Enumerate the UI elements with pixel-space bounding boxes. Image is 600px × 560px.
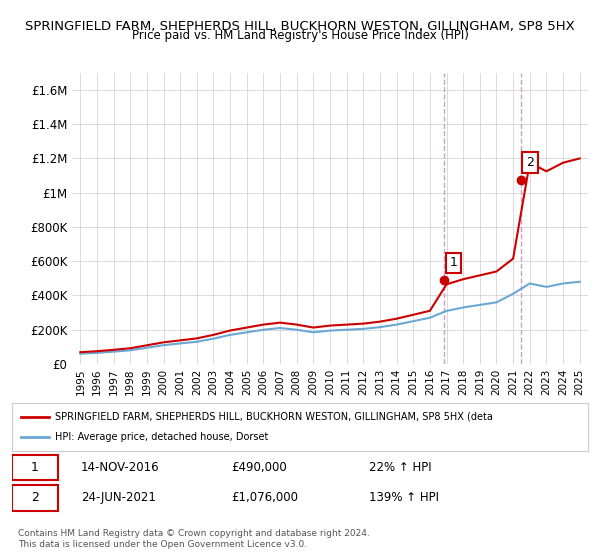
Text: Contains HM Land Registry data © Crown copyright and database right 2024.
This d: Contains HM Land Registry data © Crown c… <box>18 529 370 549</box>
Text: 139% ↑ HPI: 139% ↑ HPI <box>369 491 439 505</box>
Text: 24-JUN-2021: 24-JUN-2021 <box>81 491 156 505</box>
Text: 2: 2 <box>31 491 39 505</box>
Text: 22% ↑ HPI: 22% ↑ HPI <box>369 461 432 474</box>
Text: 2: 2 <box>526 156 534 169</box>
Text: 1: 1 <box>449 256 457 269</box>
Text: Price paid vs. HM Land Registry's House Price Index (HPI): Price paid vs. HM Land Registry's House … <box>131 29 469 42</box>
Text: 14-NOV-2016: 14-NOV-2016 <box>81 461 160 474</box>
Text: SPRINGFIELD FARM, SHEPHERDS HILL, BUCKHORN WESTON, GILLINGHAM, SP8 5HX: SPRINGFIELD FARM, SHEPHERDS HILL, BUCKHO… <box>25 20 575 32</box>
Text: £490,000: £490,000 <box>231 461 287 474</box>
Text: £1,076,000: £1,076,000 <box>231 491 298 505</box>
Text: HPI: Average price, detached house, Dorset: HPI: Average price, detached house, Dors… <box>55 432 269 442</box>
FancyBboxPatch shape <box>12 485 58 511</box>
Text: SPRINGFIELD FARM, SHEPHERDS HILL, BUCKHORN WESTON, GILLINGHAM, SP8 5HX (deta: SPRINGFIELD FARM, SHEPHERDS HILL, BUCKHO… <box>55 412 493 422</box>
Text: 1: 1 <box>31 461 39 474</box>
FancyBboxPatch shape <box>12 455 58 480</box>
